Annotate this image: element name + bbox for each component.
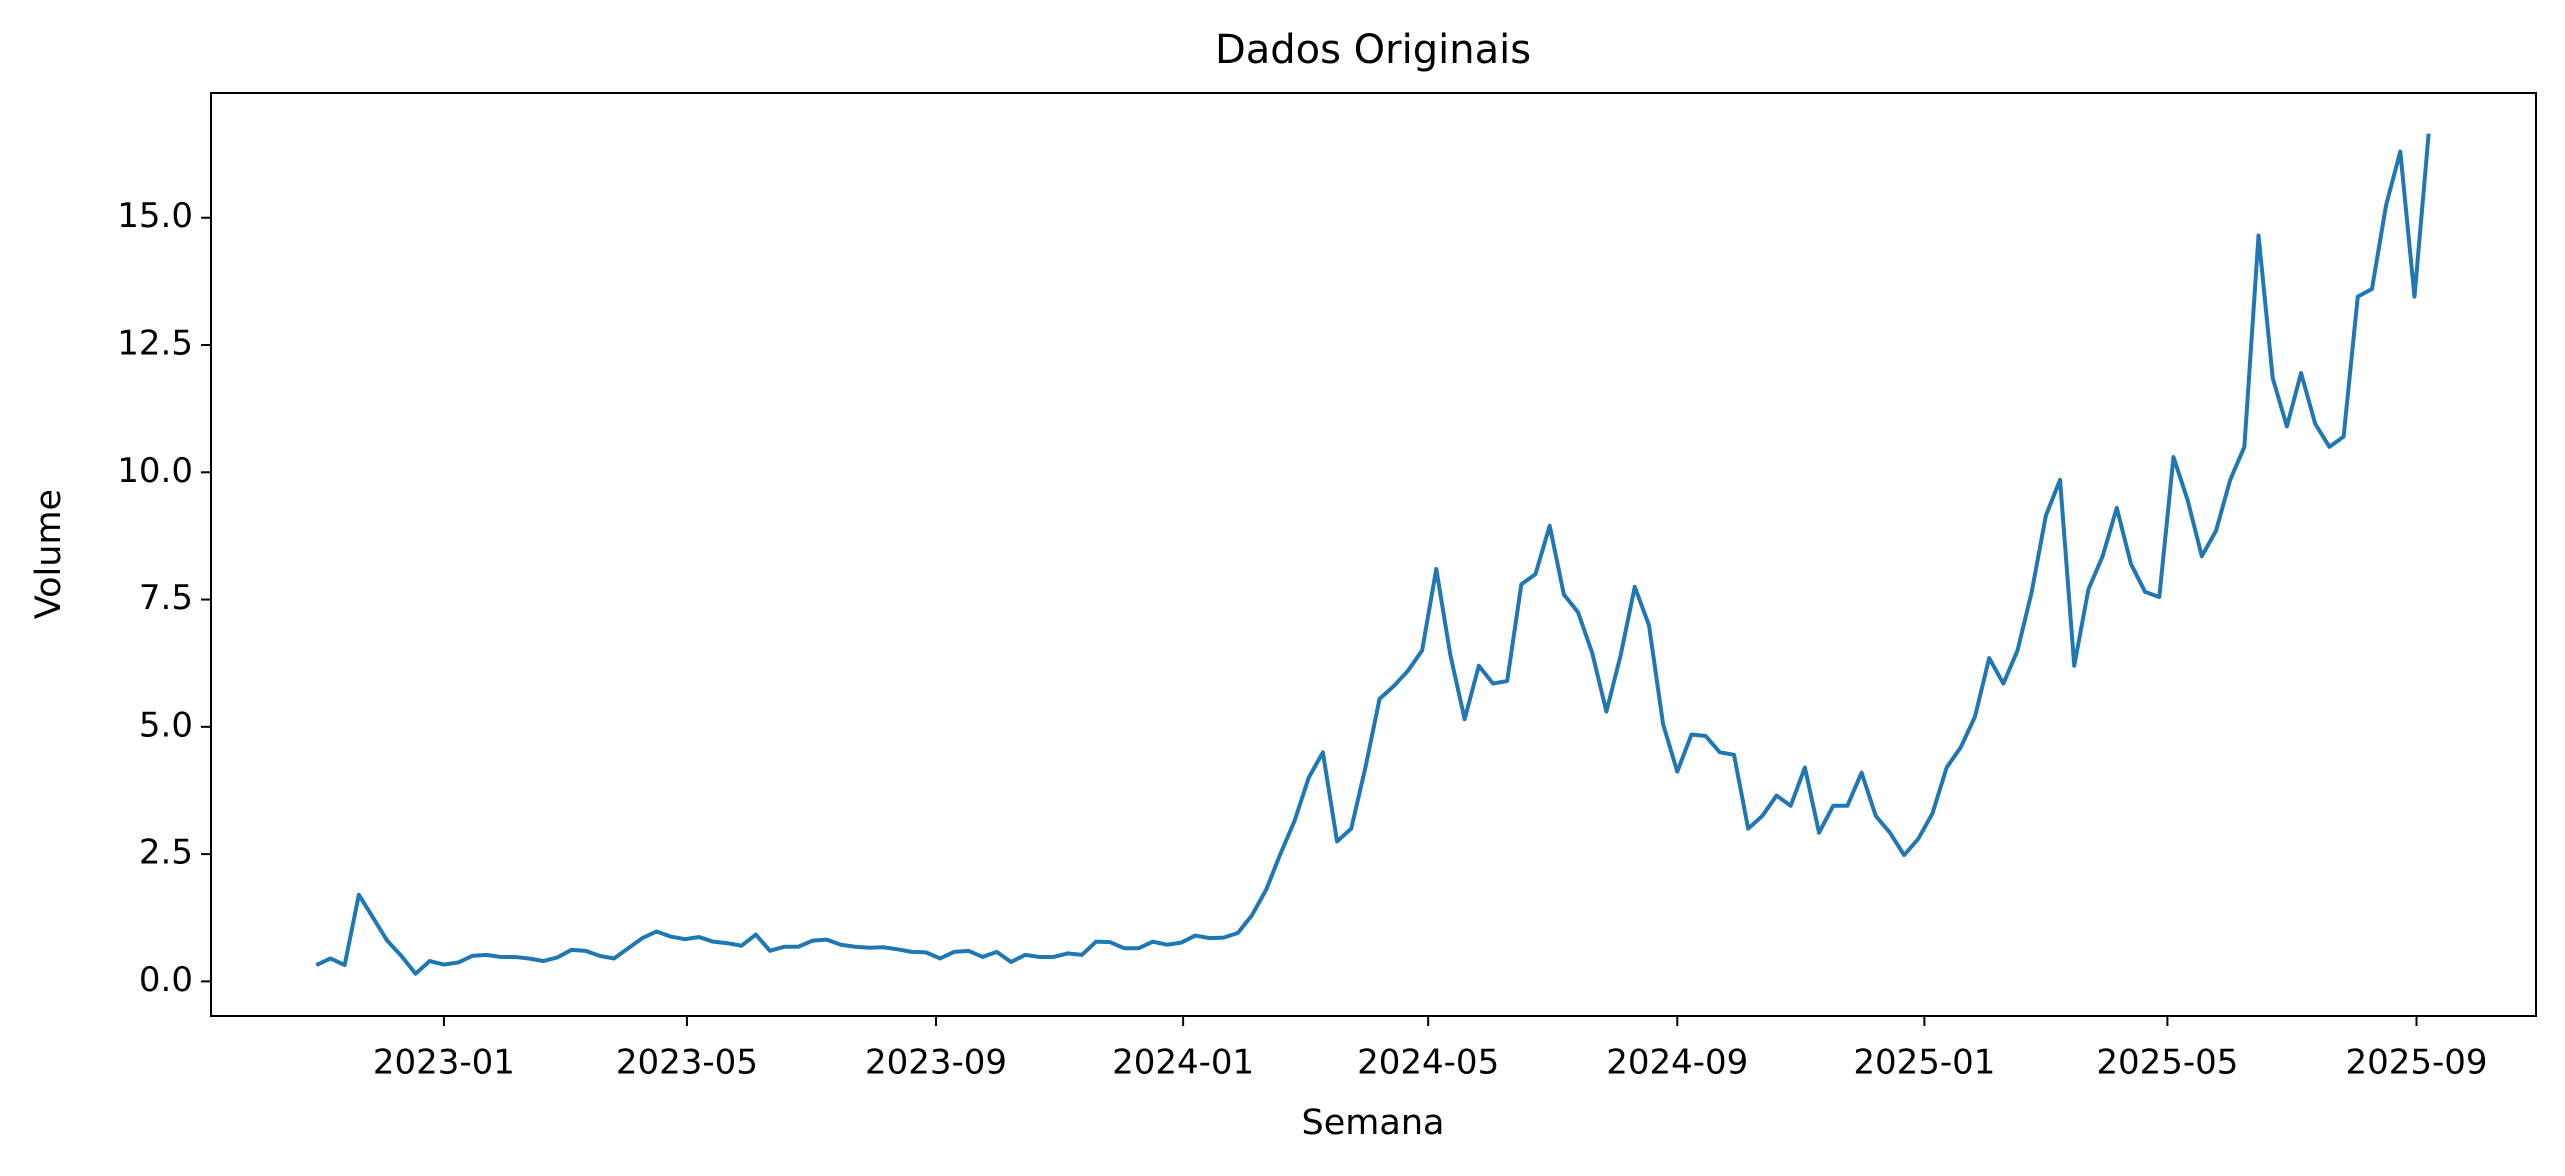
chart-title: Dados Originais: [1215, 27, 1531, 73]
x-tick-label: 2023-09: [865, 1043, 1007, 1083]
y-tick-label: 12.5: [117, 324, 193, 364]
y-tick-label: 2.5: [139, 833, 193, 873]
x-tick-label: 2025-01: [1853, 1043, 1995, 1083]
x-axis-label: Semana: [1302, 1103, 1445, 1143]
y-tick-label: 15.0: [117, 196, 193, 236]
y-tick-label: 7.5: [139, 578, 193, 618]
y-tick-label: 5.0: [139, 705, 193, 745]
y-tick-label: 10.0: [117, 451, 193, 491]
x-tick-label: 2024-09: [1606, 1043, 1748, 1083]
x-tick-label: 2025-05: [2096, 1043, 2238, 1083]
plot-frame: [210, 92, 2537, 1017]
y-axis-label: Volume: [29, 489, 69, 619]
x-tick-label: 2024-01: [1112, 1043, 1254, 1083]
y-tick-label: 0.0: [139, 960, 193, 1000]
x-tick-label: 2025-09: [2345, 1043, 2487, 1083]
x-tick-label: 2023-05: [616, 1043, 758, 1083]
data-line: [315, 133, 2431, 976]
x-tick-label: 2023-01: [373, 1043, 515, 1083]
x-tick-label: 2024-05: [1357, 1043, 1499, 1083]
